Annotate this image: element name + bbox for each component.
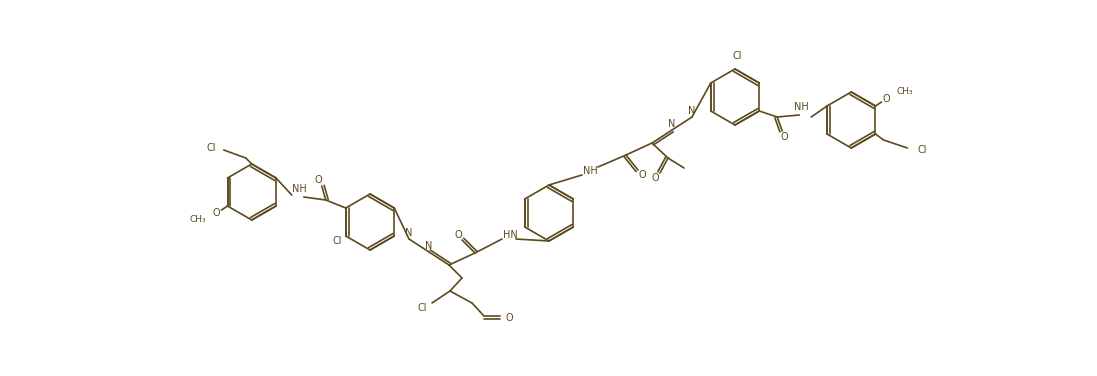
Text: Cl: Cl (418, 303, 427, 313)
Text: O: O (506, 313, 513, 323)
Text: Cl: Cl (917, 145, 927, 155)
Text: O: O (652, 173, 659, 183)
Text: NH: NH (293, 184, 307, 194)
Text: O: O (213, 208, 220, 218)
Text: HN: HN (502, 230, 518, 240)
Text: O: O (780, 132, 788, 142)
Text: O: O (883, 94, 891, 104)
Text: O: O (638, 170, 646, 180)
Text: CH₃: CH₃ (896, 88, 913, 97)
Text: Cl: Cl (733, 51, 742, 61)
Text: CH₃: CH₃ (190, 215, 206, 224)
Text: N: N (426, 241, 432, 251)
Text: NH: NH (794, 102, 808, 112)
Text: Cl: Cl (332, 236, 342, 246)
Text: N: N (688, 106, 695, 116)
Text: O: O (315, 175, 323, 185)
Text: N: N (405, 228, 412, 238)
Text: NH: NH (583, 166, 598, 176)
Text: N: N (668, 119, 676, 129)
Text: O: O (454, 230, 462, 240)
Text: Cl: Cl (206, 143, 216, 153)
